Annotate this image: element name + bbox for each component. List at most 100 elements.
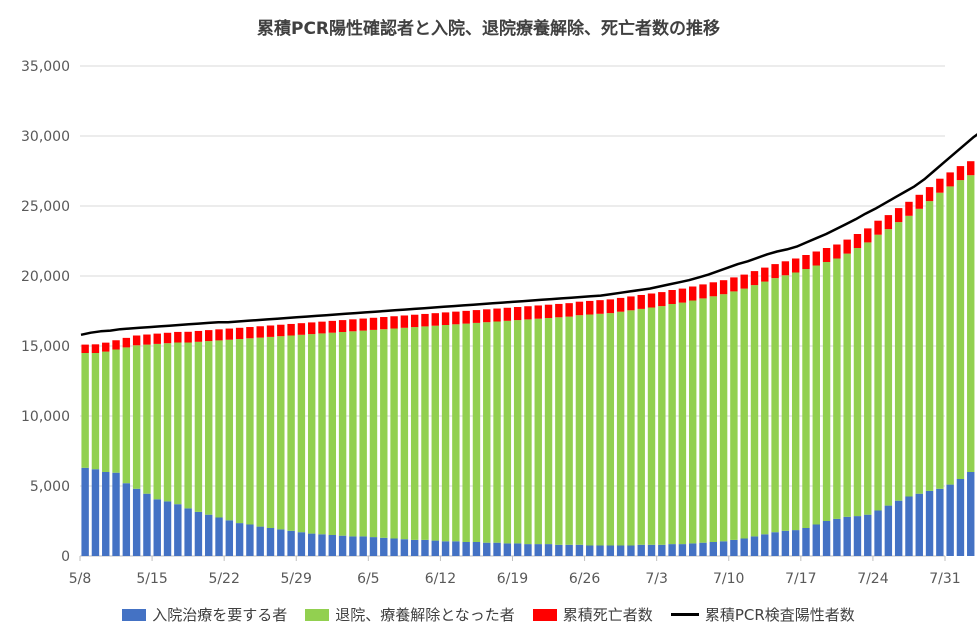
bar-deaths: [771, 264, 779, 279]
bar-deaths: [750, 271, 759, 286]
bar-released: [277, 336, 285, 530]
bar-deaths: [575, 301, 584, 316]
bar-released: [555, 317, 563, 545]
bar-released: [338, 332, 347, 536]
bar-released: [596, 313, 604, 546]
bar-deaths: [287, 323, 295, 336]
bar-released: [843, 253, 851, 517]
bar-deaths: [132, 335, 141, 346]
bar-released: [689, 300, 697, 544]
bar-hospital: [215, 517, 223, 556]
bar-deaths: [390, 316, 398, 329]
bar-hospital: [627, 545, 635, 556]
bar-hospital: [575, 544, 584, 556]
bar-released: [874, 234, 882, 511]
bar-released: [359, 330, 367, 537]
bar-hospital: [359, 536, 367, 556]
bar-deaths: [256, 326, 264, 338]
bar-hospital: [843, 516, 851, 556]
bar-released: [246, 338, 254, 525]
bar-released: [534, 318, 542, 545]
bar-deaths: [843, 239, 851, 254]
bar-hospital: [349, 536, 357, 556]
bar-hospital: [771, 532, 779, 556]
bar-released: [112, 349, 120, 473]
bar-hospital: [967, 472, 975, 556]
bar-released: [266, 336, 275, 528]
bar-deaths: [462, 310, 470, 324]
bar-hospital: [483, 542, 491, 556]
bar-hospital: [678, 544, 687, 556]
bar-hospital: [441, 541, 450, 556]
bar-hospital: [596, 545, 604, 556]
bar-released: [586, 314, 594, 546]
legend-label-released: 退院、療養解除となった者: [335, 606, 515, 624]
bar-hospital: [431, 540, 439, 556]
legend-label-hospital: 入院治療を要する者: [152, 606, 288, 624]
bar-released: [709, 296, 718, 542]
legend-swatch-released: [305, 608, 330, 621]
bar-hospital: [936, 488, 944, 556]
bar-deaths: [555, 303, 563, 318]
bar-deaths: [637, 294, 645, 309]
bar-deaths: [740, 274, 748, 289]
bar-deaths: [658, 292, 666, 307]
bar-deaths: [102, 342, 110, 352]
bar-deaths: [225, 328, 234, 340]
bar-hospital: [421, 539, 429, 556]
bar-deaths: [967, 161, 975, 176]
bar-released: [184, 342, 192, 509]
line-total-positive: [80, 133, 977, 337]
bar-hospital: [874, 510, 882, 556]
bar-released: [493, 321, 501, 543]
chart-title: 累積PCR陽性確認者と入院、退院療養解除、死亡者数の推移: [256, 19, 721, 39]
bar-deaths: [534, 305, 542, 319]
bar-released: [307, 334, 316, 534]
bar-released: [967, 175, 975, 472]
bar-deaths: [328, 320, 336, 333]
bar-deaths: [565, 303, 573, 317]
x-tick-label: 6/5: [357, 571, 380, 587]
bar-deaths: [719, 280, 728, 295]
bar-released: [400, 327, 409, 540]
bar-released: [647, 307, 656, 545]
bar-released: [719, 294, 728, 542]
bar-released: [812, 265, 820, 525]
bar-deaths: [81, 344, 89, 353]
bar-hospital: [730, 539, 738, 556]
legend-swatch-total: [670, 613, 699, 616]
bar-released: [215, 340, 223, 518]
bar-deaths: [864, 228, 872, 243]
bar-hospital: [905, 496, 913, 556]
bar-deaths: [596, 300, 604, 314]
bar-released: [616, 311, 625, 546]
bar-deaths: [936, 178, 944, 193]
bar-deaths: [761, 267, 769, 282]
bar-deaths: [905, 201, 913, 216]
bar-released: [452, 324, 460, 542]
bar-hospital: [307, 533, 316, 556]
bar-deaths: [884, 215, 893, 230]
bar-deaths: [235, 327, 244, 339]
bar-hospital: [709, 542, 718, 556]
bar-hospital: [132, 488, 141, 556]
y-tick-label: 20,000: [21, 269, 70, 285]
bar-released: [575, 315, 584, 545]
bar-deaths: [699, 284, 707, 299]
bar-released: [606, 313, 615, 546]
bar-released: [431, 325, 439, 541]
bar-deaths: [112, 340, 120, 350]
bar-deaths: [524, 306, 532, 320]
bar-deaths: [349, 319, 357, 332]
bar-released: [915, 208, 923, 494]
bar-released: [297, 334, 306, 533]
legend-item-deaths: 累積死亡者数: [532, 604, 653, 625]
bar-released: [462, 323, 470, 542]
bar-hospital: [946, 484, 954, 556]
bar-released: [483, 322, 491, 543]
bar-deaths: [91, 344, 100, 353]
bar-deaths: [822, 248, 831, 262]
legend-swatch-hospital: [122, 608, 147, 621]
bar-hospital: [493, 542, 501, 556]
